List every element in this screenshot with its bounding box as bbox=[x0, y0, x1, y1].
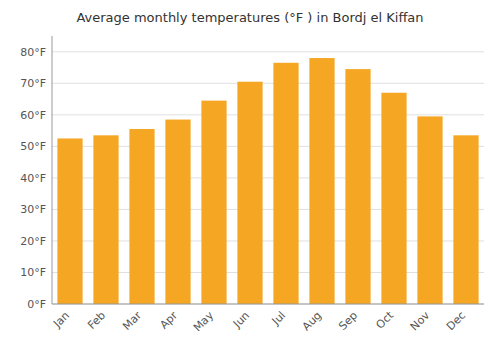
y-tick-label: 60°F bbox=[20, 109, 46, 122]
y-tick-label: 80°F bbox=[20, 46, 46, 59]
x-tick-label: Oct bbox=[373, 308, 396, 331]
grid-line bbox=[52, 83, 484, 84]
x-tick-label: Nov bbox=[408, 309, 433, 334]
grid-line bbox=[52, 304, 484, 305]
page: {"chart_data": {"type": "bar", "title": … bbox=[0, 0, 500, 350]
bar bbox=[57, 138, 82, 304]
y-tick-label: 0°F bbox=[27, 298, 46, 311]
bar bbox=[201, 101, 226, 304]
y-tick-label: 10°F bbox=[20, 266, 46, 279]
y-tick-label: 30°F bbox=[20, 203, 46, 216]
title: Average monthly temperatures (°F ) in Bo… bbox=[76, 10, 423, 25]
y-tick-label: 20°F bbox=[20, 235, 46, 248]
bar bbox=[129, 129, 154, 304]
bar bbox=[309, 58, 334, 304]
y-tick-label: 50°F bbox=[20, 140, 46, 153]
grid-line bbox=[52, 114, 484, 115]
y-tick-label: 40°F bbox=[20, 172, 46, 185]
x-tick-label: Apr bbox=[157, 309, 180, 332]
y-axis bbox=[52, 36, 53, 304]
bar bbox=[165, 120, 190, 304]
x-tick-label: Dec bbox=[444, 309, 468, 333]
bar bbox=[237, 82, 262, 304]
bar bbox=[93, 135, 118, 304]
bar bbox=[381, 93, 406, 304]
x-tick-label: Sep bbox=[336, 309, 360, 333]
y-tick-label: 70°F bbox=[20, 77, 46, 90]
x-tick-label: Mar bbox=[120, 309, 144, 333]
bars bbox=[57, 58, 478, 304]
bar bbox=[453, 135, 478, 304]
bar bbox=[345, 69, 370, 304]
x-tick-label: Feb bbox=[85, 309, 108, 332]
x-tick-label: May bbox=[191, 309, 217, 335]
bar bbox=[417, 116, 442, 304]
chart: Average monthly temperatures (°F ) in Bo… bbox=[0, 0, 500, 350]
x-tick-label: Jun bbox=[230, 309, 252, 331]
grid-line bbox=[52, 51, 484, 52]
x-axis bbox=[52, 304, 484, 305]
x-tick-label: Aug bbox=[300, 309, 324, 333]
bar bbox=[273, 63, 298, 304]
x-tick-label: Jan bbox=[50, 309, 72, 331]
x-tick-label: Jul bbox=[269, 309, 288, 328]
grid bbox=[52, 52, 484, 304]
